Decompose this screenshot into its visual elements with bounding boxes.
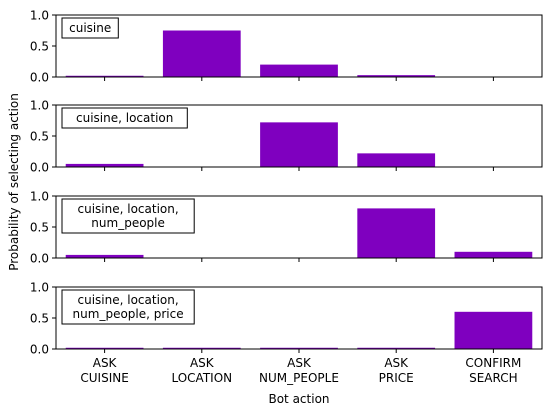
x-tick-label: LOCATION [171,371,232,385]
panel-label-box [61,198,195,234]
bar [162,347,241,349]
panel-label: cuisine, location, [78,202,179,216]
y-tick-label: 0.5 [30,40,49,54]
bar [260,347,338,349]
x-tick-label: ASK [190,356,215,370]
bar [260,122,338,167]
panel-label-box [61,289,195,325]
bar [65,75,144,77]
y-tick-label: 1.0 [30,99,49,113]
x-tick-label: SEARCH [469,371,518,385]
bar [162,30,241,77]
bar [260,64,338,77]
x-tick-label: ASK [287,356,312,370]
x-tick-label: CUISINE [80,371,128,385]
x-tick-label: CONFIRM [465,356,521,370]
panel-label-box [61,107,188,129]
bar [65,347,144,349]
panel-label: cuisine [69,21,111,35]
bar [357,208,436,258]
x-tick-label: ASK [384,356,409,370]
bar [65,163,144,167]
bar [65,254,144,258]
bar [357,347,436,349]
y-axis-label: Probability of selecting action [7,93,21,271]
panel-label: cuisine, location, [78,293,179,307]
bar [454,251,533,258]
panel-label: cuisine, location [76,111,173,125]
x-tick-label: ASK [93,356,118,370]
bar [454,311,533,349]
x-axis-label: Bot action [268,392,329,406]
y-tick-label: 1.0 [30,9,49,23]
bar [357,153,436,167]
y-tick-label: 0.5 [30,221,49,235]
y-tick-label: 0.5 [30,312,49,326]
panel-label: num_people, price [73,307,184,321]
x-tick-label: PRICE [379,371,414,385]
y-tick-label: 0.5 [30,130,49,144]
bar [357,75,436,77]
y-tick-label: 0.0 [30,161,49,175]
y-tick-label: 0.0 [30,252,49,266]
panel-label-box [61,17,119,39]
panel-label: num_people [91,216,165,230]
y-tick-label: 0.0 [30,71,49,85]
y-tick-label: 1.0 [30,281,49,295]
y-tick-label: 1.0 [30,190,49,204]
x-tick-label: NUM_PEOPLE [259,371,339,385]
y-tick-label: 0.0 [30,343,49,357]
